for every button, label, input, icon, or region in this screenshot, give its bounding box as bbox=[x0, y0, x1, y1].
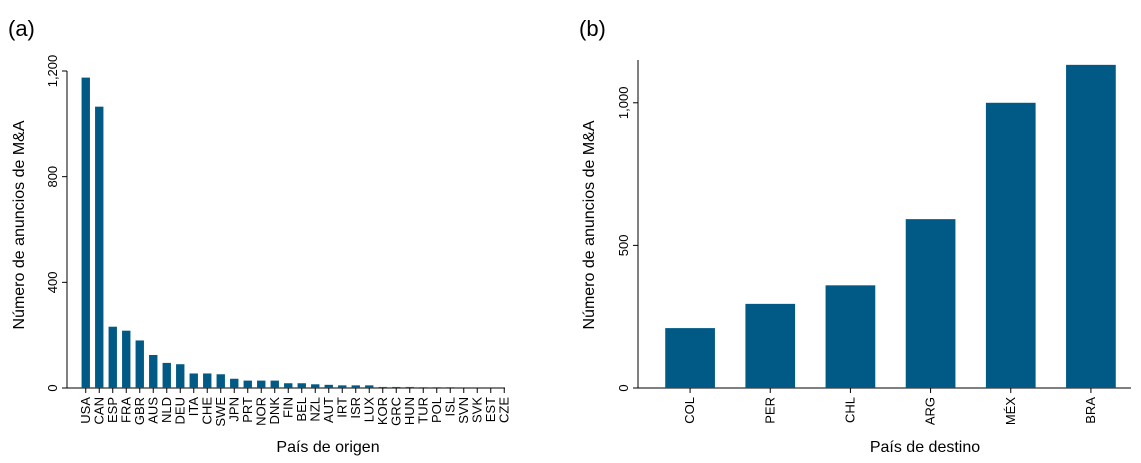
panel-b-ylabel: Número de anuncios de M&A bbox=[581, 120, 598, 329]
y-tick-label: 0 bbox=[616, 384, 631, 391]
panel-a-ylabel: Número de anuncios de M&A bbox=[11, 120, 28, 329]
bar-aut bbox=[324, 384, 333, 388]
x-tick-label: PER bbox=[762, 397, 777, 424]
bar-irt bbox=[338, 385, 347, 388]
bar-nld bbox=[162, 362, 171, 388]
x-tick-label: FIN bbox=[280, 397, 295, 418]
x-tick-label: TUR bbox=[415, 397, 430, 424]
panel-b-label: (b) bbox=[579, 16, 606, 41]
panel-a-label: (a) bbox=[8, 16, 35, 41]
bar-che bbox=[203, 373, 212, 388]
x-tick-label: IRT bbox=[334, 397, 349, 418]
y-tick-label: 400 bbox=[45, 271, 60, 293]
x-tick-label: POL bbox=[429, 397, 444, 423]
x-tick-label: NLD bbox=[159, 397, 174, 423]
bar-grc bbox=[392, 386, 401, 388]
bar-nzl bbox=[311, 384, 320, 388]
y-tick-label: 800 bbox=[45, 166, 60, 188]
x-tick-label: AUS bbox=[145, 397, 160, 424]
bar-chl bbox=[825, 285, 876, 388]
bar-fin bbox=[284, 383, 293, 388]
x-tick-label: COL bbox=[682, 397, 697, 424]
x-tick-label: GRC bbox=[388, 397, 403, 426]
y-tick-label: 0 bbox=[45, 384, 60, 391]
panel-a-plot: 04008001,200USACANESPFRAGBRAUSNLDDEUITAC… bbox=[45, 55, 511, 427]
bar-tur bbox=[419, 387, 428, 388]
y-tick-label: 1,200 bbox=[45, 55, 60, 88]
bar-can bbox=[95, 106, 104, 388]
panel-b-plot: 0 500 1,000 COL PER CHL ARG MÉX BRA bbox=[616, 60, 1131, 425]
x-tick-label: JPN bbox=[226, 397, 241, 422]
bar-arg bbox=[905, 219, 956, 388]
bar-méx bbox=[985, 102, 1036, 389]
x-tick-label: CHL bbox=[842, 397, 857, 423]
x-tick-label: SVN bbox=[456, 397, 471, 424]
bar-fra bbox=[122, 330, 131, 388]
x-tick-label: NZL bbox=[307, 397, 322, 422]
bar-col bbox=[665, 328, 715, 388]
x-tick-label: CHE bbox=[199, 397, 214, 425]
bar-prt bbox=[243, 380, 252, 388]
x-tick-label: HUN bbox=[402, 397, 417, 425]
x-tick-label: KOR bbox=[375, 397, 390, 425]
bar-usa bbox=[81, 77, 90, 389]
bar-swe bbox=[216, 374, 225, 388]
x-tick-label: DEU bbox=[172, 397, 187, 424]
x-tick-label: SWE bbox=[213, 397, 228, 427]
bar-dnk bbox=[270, 380, 279, 388]
bar-bel bbox=[297, 383, 306, 388]
x-tick-label: USA bbox=[78, 397, 93, 424]
y-tick-label: 1,000 bbox=[616, 87, 631, 120]
x-tick-label: ESP bbox=[105, 397, 120, 423]
bar-gbr bbox=[135, 340, 144, 388]
bar-isr bbox=[351, 385, 360, 388]
panel-a: (a) Número de anuncios de M&A País de or… bbox=[8, 16, 511, 456]
x-tick-label: BRA bbox=[1083, 397, 1098, 424]
x-tick-label: DNK bbox=[267, 397, 282, 425]
x-tick-label: GBR bbox=[132, 397, 147, 425]
bar-esp bbox=[108, 326, 117, 388]
x-tick-label: NOR bbox=[253, 397, 268, 426]
x-tick-label: BEL bbox=[294, 397, 309, 422]
x-tick-label: ITA bbox=[186, 397, 201, 417]
x-tick-label: EST bbox=[483, 397, 498, 422]
x-tick-label: CZE bbox=[496, 397, 511, 423]
panel-b: (b) Número de anuncios de M&A País de de… bbox=[579, 16, 1131, 456]
bar-jpn bbox=[230, 378, 239, 388]
x-tick-label: MÉX bbox=[1003, 397, 1018, 426]
bar-deu bbox=[176, 364, 185, 388]
bar-aus bbox=[149, 354, 158, 388]
y-tick-label: 500 bbox=[616, 235, 631, 257]
bar-isl bbox=[446, 387, 455, 388]
x-tick-label: ARG bbox=[923, 397, 938, 425]
bar-nor bbox=[257, 380, 266, 388]
x-tick-label: AUT bbox=[321, 397, 336, 423]
x-tick-label: ISL bbox=[442, 397, 457, 417]
x-tick-label: SVK bbox=[469, 397, 484, 423]
x-tick-label: FRA bbox=[118, 397, 133, 423]
bar-kor bbox=[378, 386, 387, 388]
bar-lux bbox=[365, 385, 374, 388]
bar-ita bbox=[189, 373, 198, 388]
x-tick-label: CAN bbox=[91, 397, 106, 424]
x-tick-label: ISR bbox=[348, 397, 363, 419]
bar-hun bbox=[405, 386, 414, 388]
panel-b-xlabel: País de destino bbox=[870, 439, 980, 456]
panel-a-xlabel: País de origen bbox=[276, 439, 379, 456]
bar-per bbox=[745, 303, 796, 388]
bar-pol bbox=[432, 387, 441, 388]
bar-bra bbox=[1066, 64, 1116, 388]
x-tick-label: PRT bbox=[240, 397, 255, 423]
x-tick-label: LUX bbox=[361, 397, 376, 423]
